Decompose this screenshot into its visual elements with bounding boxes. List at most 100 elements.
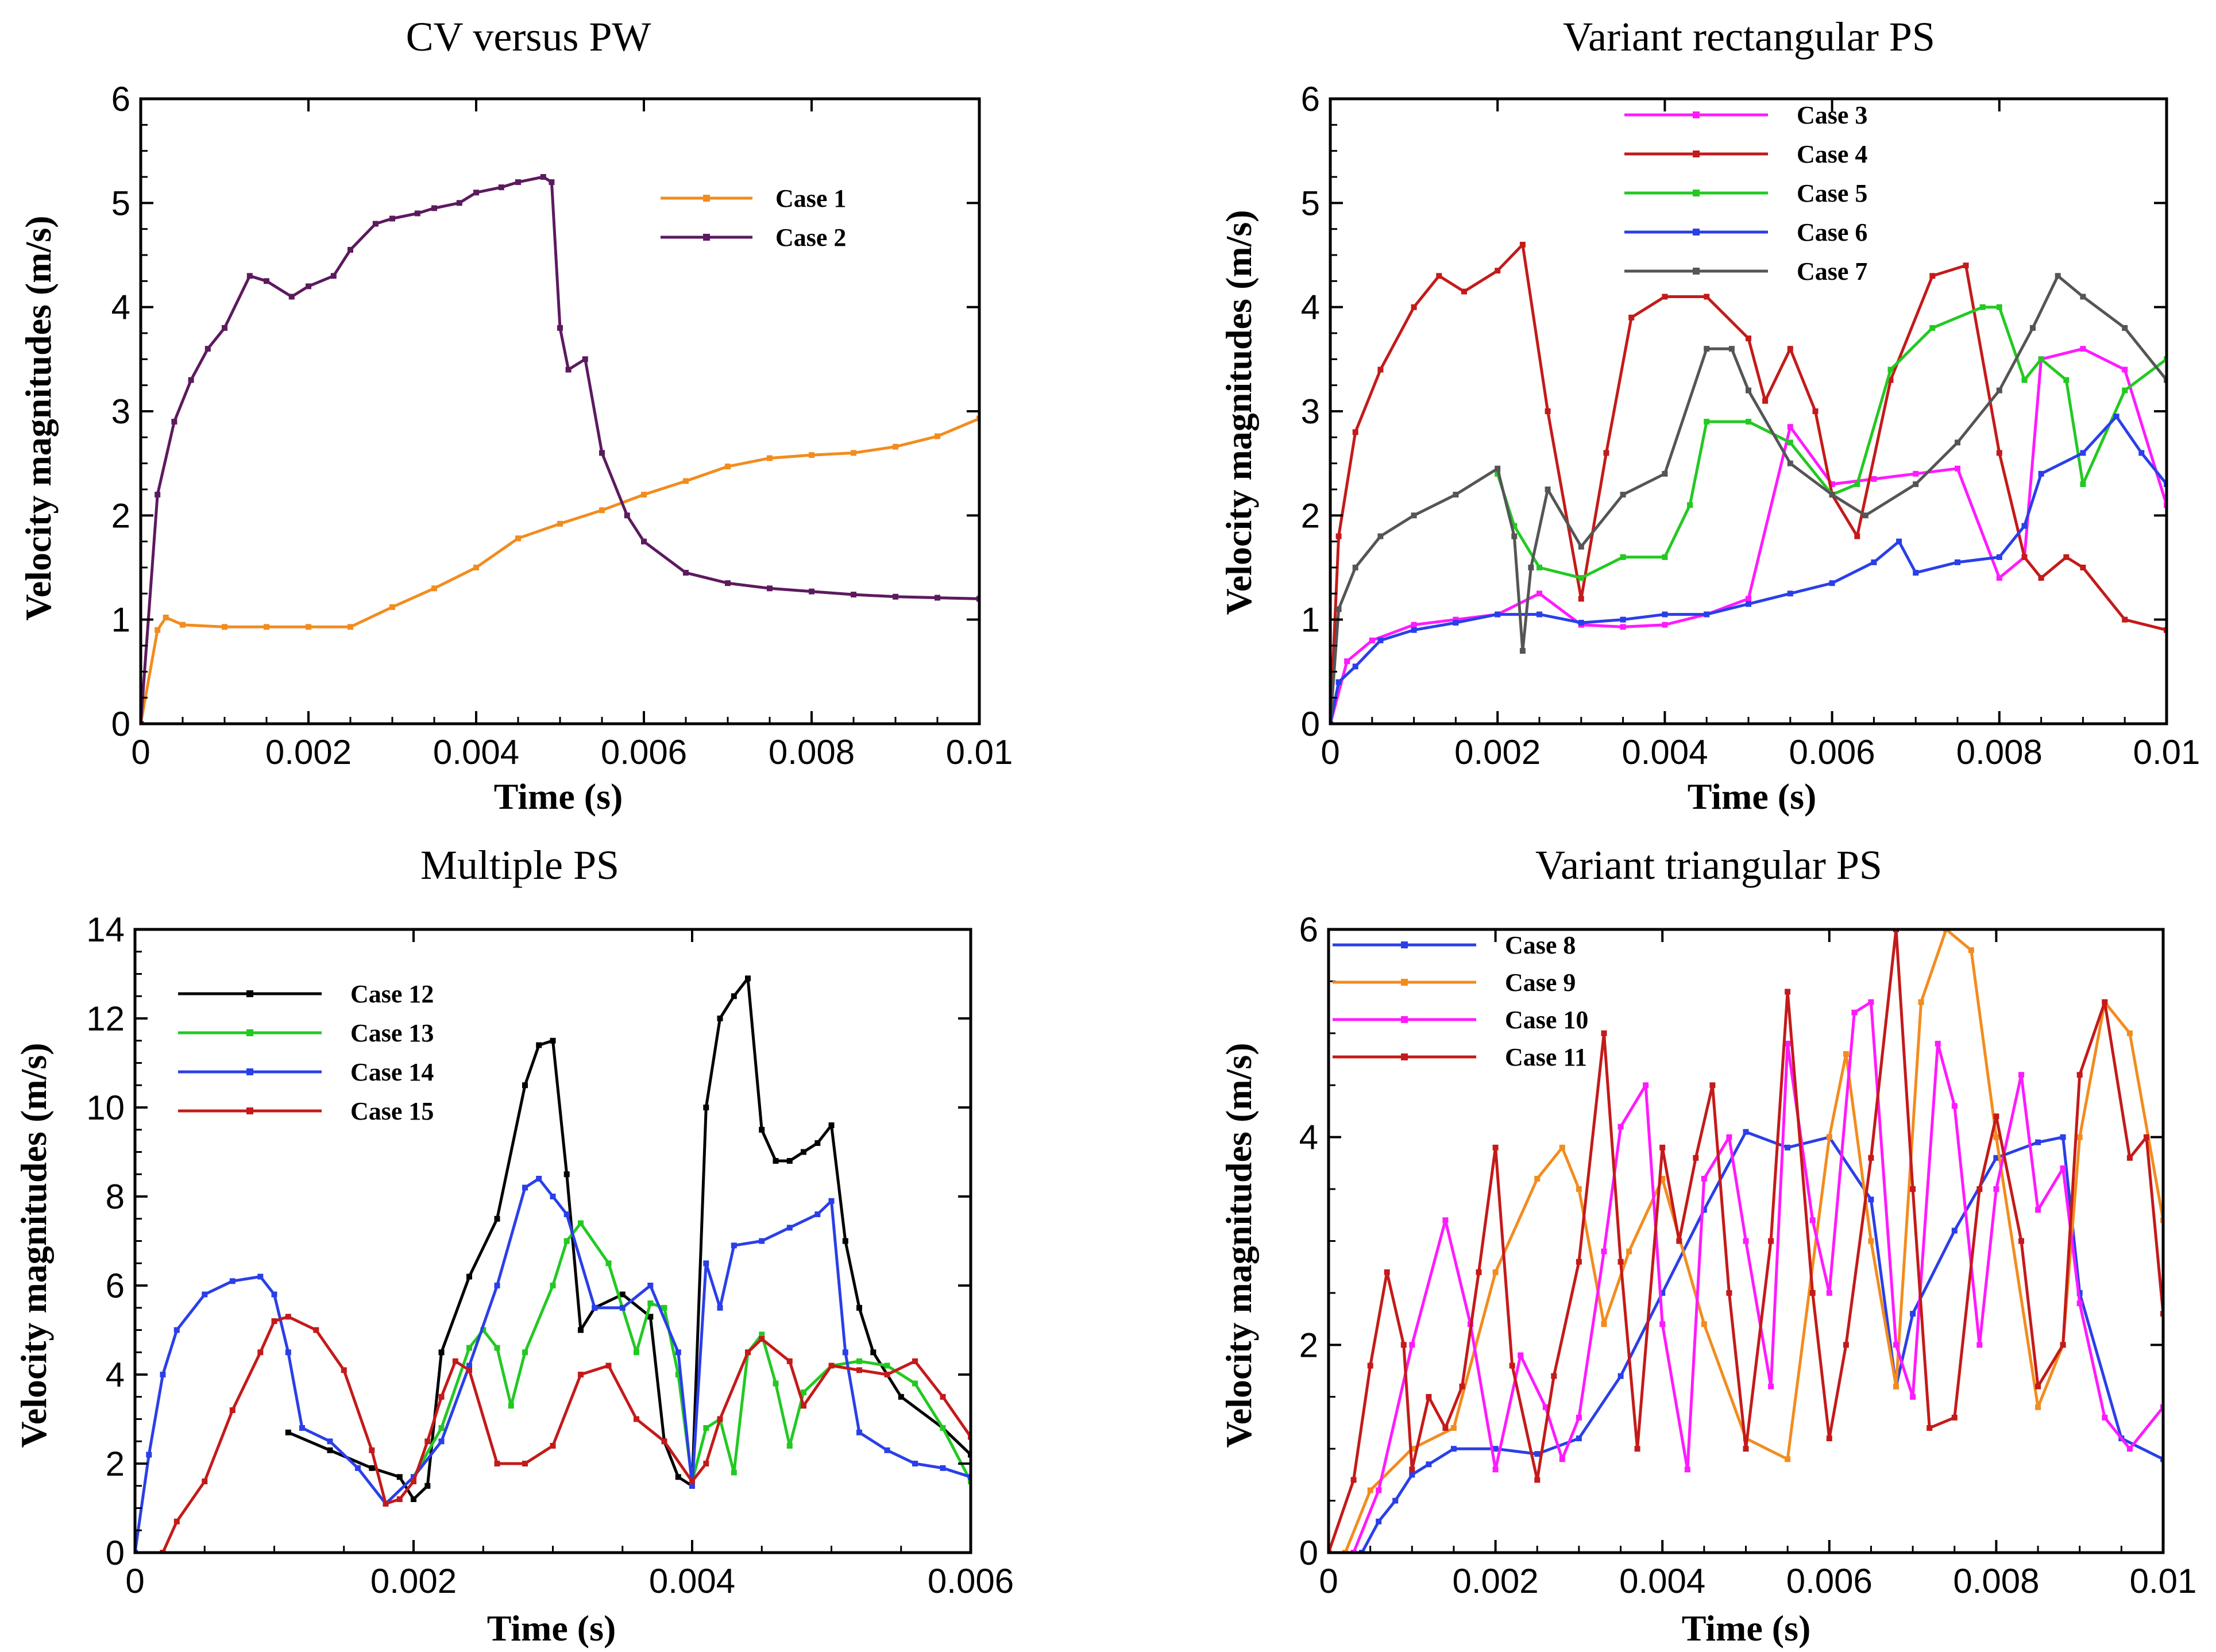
- data-point-case-11: [1634, 1446, 1640, 1452]
- legend-label: Case 11: [1505, 1043, 1587, 1071]
- data-point-case-12: [870, 1349, 877, 1356]
- data-point-case-2: [767, 585, 773, 592]
- data-point-case-5: [2021, 377, 2028, 383]
- data-point-case-2: [288, 294, 295, 300]
- legend-marker: [1693, 190, 1700, 196]
- series-line-case-4: [1330, 243, 2167, 724]
- data-point-case-3: [1344, 658, 1350, 665]
- data-point-case-11: [1534, 1477, 1541, 1483]
- data-point-case-4: [1352, 429, 1358, 435]
- data-point-case-11: [1976, 1186, 1983, 1192]
- data-point-case-15: [494, 1461, 500, 1466]
- data-point-case-15: [438, 1394, 445, 1400]
- legend-label: Case 12: [350, 980, 434, 1008]
- data-point-case-11: [2076, 1072, 2083, 1078]
- data-point-case-15: [940, 1394, 946, 1400]
- data-point-case-14: [731, 1242, 737, 1249]
- data-point-case-12: [522, 1082, 528, 1089]
- data-point-case-15: [466, 1367, 472, 1373]
- data-point-case-12: [745, 975, 751, 982]
- data-point-case-4: [1812, 408, 1819, 414]
- data-point-case-10: [1576, 1414, 1582, 1421]
- data-point-case-10: [1442, 1217, 1449, 1223]
- legend-marker: [1401, 1016, 1408, 1023]
- data-point-case-4: [1495, 268, 1501, 274]
- data-point-case-4: [1578, 596, 1584, 602]
- data-point-case-9: [1659, 1176, 1666, 1182]
- data-point-case-2: [540, 174, 546, 180]
- x-tick-label: 0.006: [928, 1562, 1014, 1600]
- data-point-case-13: [703, 1425, 709, 1431]
- data-point-case-12: [856, 1304, 862, 1311]
- data-point-case-11: [2035, 1383, 2041, 1389]
- series-line-case-11: [1329, 929, 2163, 1553]
- data-point-case-10: [1601, 1248, 1607, 1255]
- data-point-case-4: [1519, 241, 1526, 248]
- data-point-case-14: [563, 1211, 570, 1217]
- legend-marker: [246, 1107, 253, 1114]
- legend-marker: [703, 195, 710, 202]
- data-point-case-7: [1662, 470, 1668, 477]
- data-point-case-4: [2038, 575, 2044, 581]
- data-point-case-14: [202, 1291, 208, 1298]
- data-point-case-3: [2122, 366, 2128, 373]
- data-point-case-12: [828, 1122, 835, 1128]
- data-point-case-1: [264, 624, 269, 630]
- data-point-case-10: [1559, 1456, 1565, 1462]
- data-point-case-1: [809, 452, 814, 458]
- data-point-case-7: [1545, 487, 1551, 492]
- data-point-case-11: [1576, 1259, 1582, 1265]
- y-tick-label: 3: [111, 392, 130, 431]
- data-point-case-8: [1910, 1311, 1916, 1317]
- data-point-case-1: [851, 450, 856, 456]
- data-point-case-11: [1768, 1238, 1774, 1244]
- data-point-case-5: [1662, 554, 1668, 560]
- data-point-case-12: [494, 1215, 500, 1222]
- data-point-case-4: [1662, 294, 1668, 300]
- data-point-case-12: [717, 1016, 723, 1021]
- data-point-case-8: [1868, 1196, 1874, 1203]
- data-point-case-2: [557, 325, 563, 331]
- data-point-case-3: [1787, 424, 1793, 430]
- data-point-case-8: [1785, 1144, 1791, 1151]
- data-point-case-2: [222, 325, 227, 331]
- data-point-case-10: [1726, 1134, 1732, 1140]
- data-point-case-11: [1509, 1362, 1515, 1369]
- data-point-case-12: [647, 1314, 654, 1320]
- data-point-case-10: [2035, 1207, 2041, 1213]
- data-point-case-10: [1851, 1009, 1858, 1016]
- data-point-case-1: [935, 433, 940, 439]
- data-point-case-10: [1809, 1217, 1816, 1223]
- x-tick-label: 0.01: [946, 733, 1013, 771]
- data-point-case-2: [389, 215, 395, 222]
- legend-label: Case 1: [775, 184, 846, 213]
- data-point-case-2: [473, 190, 479, 196]
- data-point-case-7: [1955, 439, 1960, 446]
- data-point-case-5: [2080, 481, 2086, 487]
- data-point-case-15: [745, 1349, 751, 1356]
- data-point-case-2: [725, 580, 731, 586]
- data-point-case-15: [912, 1358, 918, 1364]
- data-point-case-11: [1492, 1144, 1499, 1151]
- data-point-case-8: [1376, 1518, 1382, 1524]
- y-tick-label: 6: [106, 1267, 125, 1305]
- x-tick-label: 0.008: [1956, 733, 2043, 771]
- legend-marker: [1401, 979, 1408, 986]
- data-point-case-5: [1620, 554, 1626, 560]
- data-point-case-10: [1910, 1394, 1916, 1400]
- data-point-case-2: [549, 179, 555, 186]
- y-tick-label: 8: [106, 1178, 125, 1216]
- data-point-case-10: [1492, 1466, 1499, 1473]
- y-tick-label: 4: [1299, 1118, 1318, 1157]
- data-point-case-5: [2122, 387, 2128, 393]
- data-point-case-13: [884, 1362, 890, 1369]
- data-point-case-6: [1536, 611, 1542, 617]
- data-point-case-15: [452, 1358, 458, 1364]
- data-point-case-3: [1996, 575, 2002, 581]
- data-point-case-13: [522, 1349, 528, 1356]
- data-point-case-15: [828, 1362, 835, 1369]
- data-point-case-14: [550, 1194, 556, 1199]
- data-point-case-9: [1993, 1134, 1999, 1140]
- data-point-case-13: [759, 1331, 765, 1338]
- data-point-case-2: [264, 278, 269, 284]
